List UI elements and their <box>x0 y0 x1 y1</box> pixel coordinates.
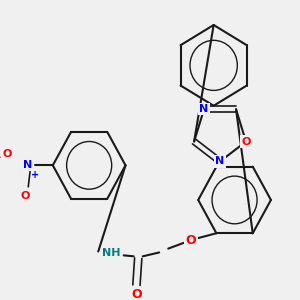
Text: N: N <box>23 160 32 170</box>
Text: O: O <box>186 234 196 248</box>
Text: O: O <box>131 288 142 300</box>
Text: +: + <box>31 170 39 180</box>
Text: N: N <box>200 104 208 114</box>
Text: O: O <box>241 136 250 147</box>
Text: NH: NH <box>102 248 120 258</box>
Text: O: O <box>21 191 30 201</box>
Text: N: N <box>215 157 225 166</box>
Text: -: - <box>0 151 1 164</box>
Text: O: O <box>3 149 12 159</box>
